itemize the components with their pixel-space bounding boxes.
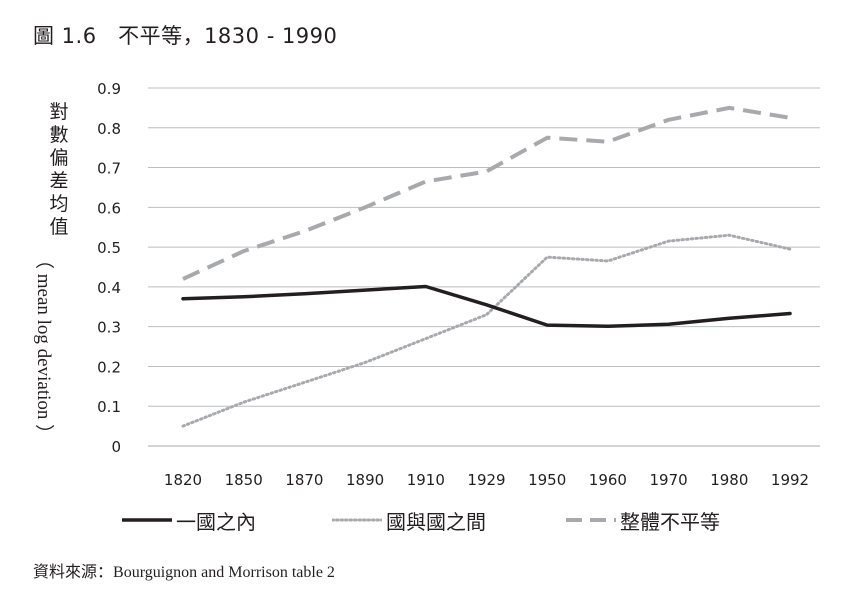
y-axis-ticks: 0 0.1 0.2 0.3 0.4 0.5 0.6 0.7 0.8 0.9 [97, 80, 121, 456]
x-tick-label: 1980 [710, 471, 748, 489]
legend-item-overall: 整體不平等 [566, 505, 720, 535]
legend-swatch-solid [122, 518, 172, 522]
series-line-dashed [182, 105, 791, 281]
y-tick-label: 0.4 [97, 279, 121, 297]
y-axis-label-char: 對 [49, 101, 69, 123]
x-tick-label: 1820 [164, 471, 202, 489]
x-tick-label: 1970 [650, 471, 688, 489]
y-tick-label: 0.9 [97, 80, 121, 98]
series-lines [181, 105, 792, 428]
legend-swatch-dotted [332, 518, 382, 522]
x-tick-label: 1910 [407, 471, 445, 489]
legend-swatch-dashed [566, 518, 616, 522]
y-tick-label: 0.5 [97, 239, 121, 257]
y-tick-label: 0 [111, 438, 121, 456]
x-axis-ticks: 1820 1850 1870 1890 1910 1929 1950 1960 1970 1980… [164, 471, 809, 489]
legend-item-within-country: 一國之內 [122, 505, 256, 535]
y-axis-label-chinese: 對 數 偏 差 均 值 [46, 101, 72, 239]
legend-label: 整體不平等 [620, 509, 720, 534]
legend-label: 一國之內 [176, 509, 256, 534]
y-tick-label: 0.2 [97, 358, 121, 376]
y-tick-label: 0.3 [97, 319, 121, 337]
x-tick-label: 1850 [225, 471, 263, 489]
x-tick-label: 1960 [589, 471, 627, 489]
legend-label: 國與國之間 [386, 509, 486, 534]
series-line-solid [181, 284, 792, 329]
x-tick-label: 1870 [285, 471, 323, 489]
source-note: 資料來源：Bourguignon and Morrison table 2 [33, 558, 335, 582]
series-line-dotted [181, 233, 792, 428]
y-tick-label: 0.6 [97, 199, 121, 217]
y-axis-label-char: 差 [49, 170, 69, 192]
y-axis-label-char: 值 [49, 216, 69, 238]
x-tick-label: 1890 [346, 471, 384, 489]
legend-item-between-country: 國與國之間 [332, 505, 486, 535]
x-tick-label: 1950 [528, 471, 566, 489]
y-tick-label: 0.7 [97, 160, 121, 178]
y-axis-label-char: 均 [49, 193, 69, 215]
grid-lines [148, 87, 820, 447]
x-tick-label: 1992 [771, 471, 809, 489]
y-tick-label: 0.8 [97, 120, 121, 138]
source-label: 資料來源： [33, 562, 114, 581]
chart-title: 圖 1.6 不平等，1830 - 1990 [33, 24, 338, 48]
y-tick-label: 0.1 [97, 398, 121, 416]
source-text: Bourguignon and Morrison table 2 [113, 564, 335, 581]
y-axis-label-char: 偏 [49, 147, 69, 169]
y-axis-label-char: 數 [49, 124, 69, 146]
x-tick-label: 1929 [467, 471, 505, 489]
